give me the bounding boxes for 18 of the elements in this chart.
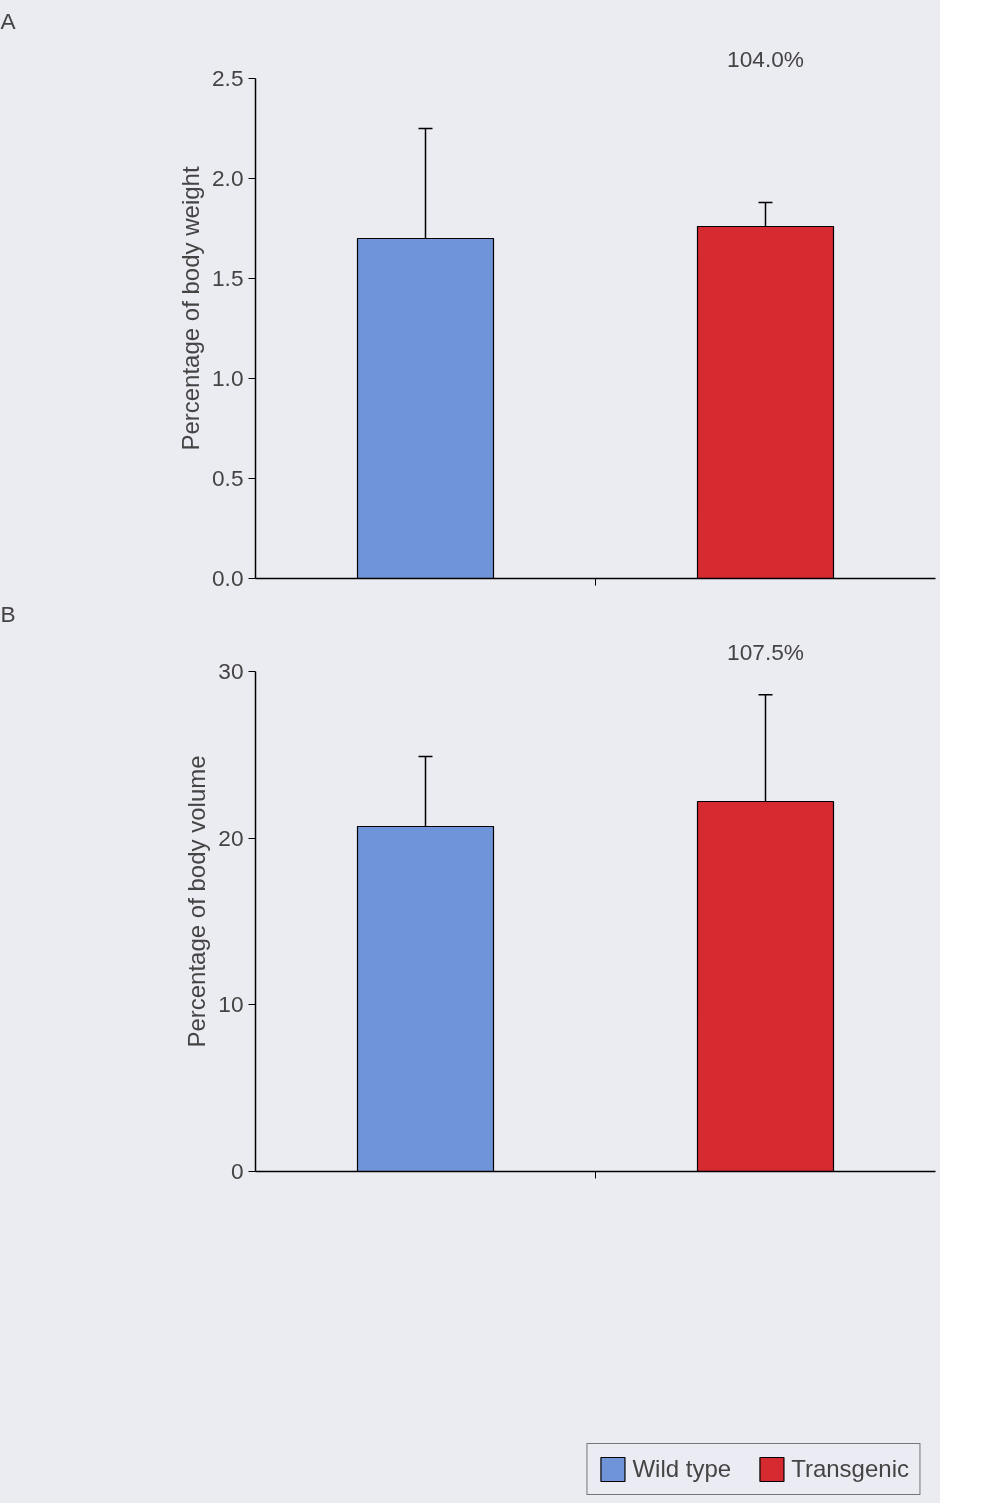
y-tick-label: 2.0 bbox=[212, 165, 244, 191]
legend-label: Wild type bbox=[632, 1455, 732, 1483]
text: 107.5% bbox=[727, 638, 804, 665]
legend-label: Transgenic bbox=[791, 1455, 909, 1483]
y-tick-label: 30 bbox=[218, 658, 244, 684]
y-axis-title: Percentage of body volume bbox=[183, 755, 211, 1048]
y-tick-label: 1.0 bbox=[212, 365, 244, 391]
y-tick-label: 2.5 bbox=[212, 65, 244, 91]
y-tick-label: 10 bbox=[218, 991, 244, 1018]
y-tick-label: 0.5 bbox=[212, 465, 244, 491]
text: A bbox=[0, 7, 17, 34]
y-tick-label: 1.5 bbox=[212, 265, 244, 291]
y-tick-label: 0.0 bbox=[212, 565, 244, 591]
y-tick-label: 0 bbox=[230, 1158, 244, 1184]
y-axis-title: Percentage of body weight bbox=[177, 166, 204, 451]
text: B bbox=[0, 600, 16, 627]
y-tick-label: 20 bbox=[218, 824, 244, 851]
text: 104.0% bbox=[727, 45, 804, 72]
